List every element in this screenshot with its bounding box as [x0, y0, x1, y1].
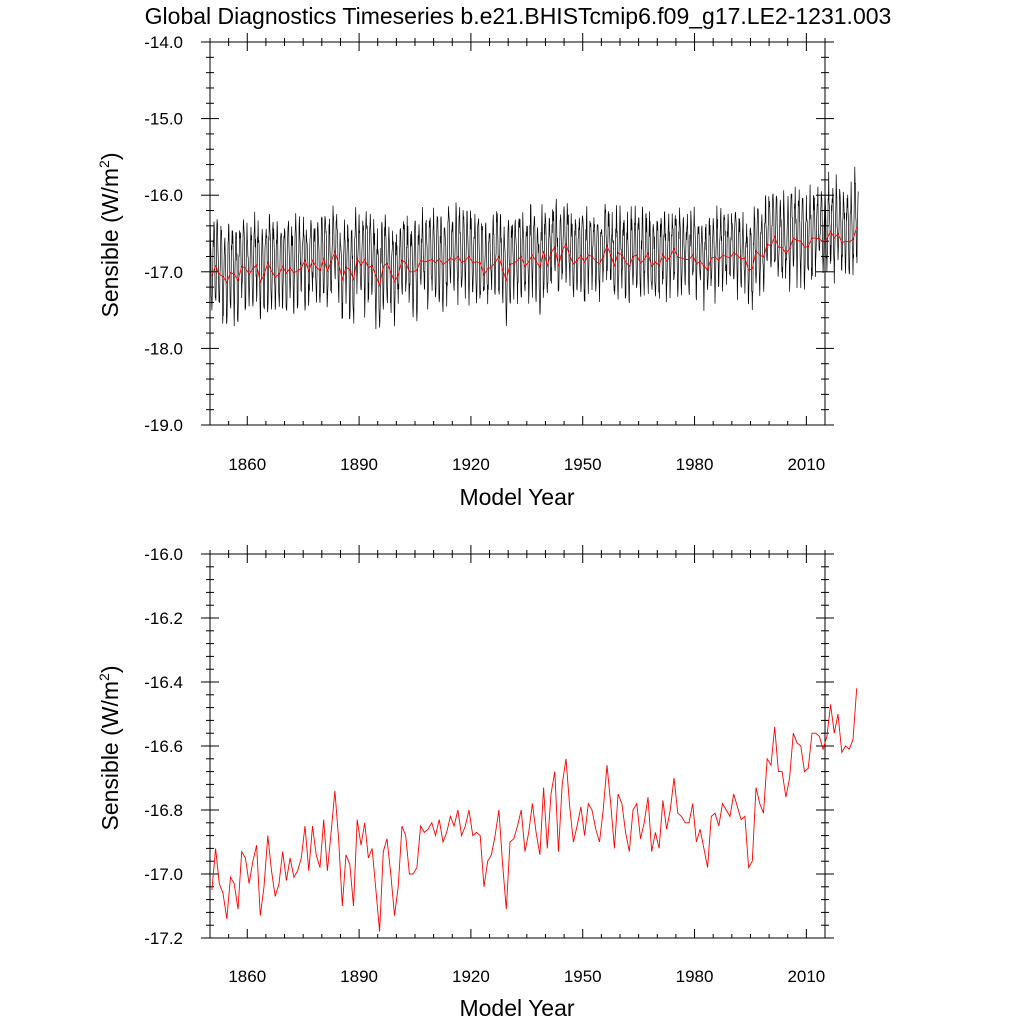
top-x-axis-label: Model Year [459, 484, 574, 510]
top-y-axis-label-sup: 2 [96, 160, 112, 168]
bottom-x-ticks: 1860 1890 1920 1950 1980 2010 [209, 545, 826, 986]
bottom-plot-frame [209, 553, 826, 939]
bottom-x-axis-label: Model Year [459, 995, 574, 1021]
x-tick-label: 1890 [340, 967, 378, 986]
x-tick-label: 1950 [564, 967, 602, 986]
x-tick-label: 1920 [452, 967, 490, 986]
bottom-y-ticks: -16.0 -16.2 -16.4 -16.6 -16.8 -17.0 -17.2 [144, 545, 834, 948]
x-tick-label: 2010 [787, 455, 825, 474]
annual-mean-series-line [211, 227, 858, 288]
x-tick-label: 1860 [228, 455, 266, 474]
y-tick-label: -16.0 [144, 545, 183, 564]
y-tick-label: -18.0 [144, 339, 183, 358]
x-tick-label: 1920 [452, 455, 490, 474]
x-tick-label: 1890 [340, 455, 378, 474]
y-tick-label: -17.0 [144, 263, 183, 282]
bottom-y-axis-label: Sensible (W/m2) [96, 665, 123, 830]
top-panel: 1860 1890 1920 1950 1980 2010 -14.0 -15.0 -16.0… [96, 33, 859, 510]
y-tick-label: -16.0 [144, 186, 183, 205]
bottom-y-axis-label-close: ) [97, 665, 123, 673]
x-tick-label: 1980 [676, 967, 714, 986]
top-y-ticks: -14.0 -15.0 -16.0 -17.0 -18.0 -19.0 [144, 33, 834, 435]
bottom-panel: 1860 1890 1920 1950 1980 2010 -16.0 -16.2 -16.4… [96, 545, 858, 1021]
x-tick-label: 1980 [676, 455, 714, 474]
chart-title: Global Diagnostics Timeseries b.e21.BHIS… [145, 3, 892, 29]
y-tick-label: -17.2 [144, 929, 183, 948]
bottom-y-axis-label-sup: 2 [96, 673, 112, 681]
x-tick-label: 1950 [564, 455, 602, 474]
top-y-axis-label-close: ) [97, 152, 123, 160]
top-y-axis-label: Sensible (W/m2) [96, 152, 123, 317]
y-tick-label: -19.0 [144, 416, 183, 435]
y-tick-label: -16.6 [144, 737, 183, 756]
top-y-axis-label-main: Sensible (W/m [97, 168, 123, 318]
y-tick-label: -16.8 [144, 801, 183, 820]
annual-mean-series-line [211, 688, 858, 932]
x-tick-label: 1860 [228, 967, 266, 986]
y-tick-label: -15.0 [144, 110, 183, 129]
bottom-y-axis-label-main: Sensible (W/m [97, 681, 123, 831]
y-tick-label: -14.0 [144, 33, 183, 52]
x-tick-label: 2010 [787, 967, 825, 986]
monthly-series-line [209, 166, 859, 330]
bottom-series [211, 688, 858, 932]
top-plot-frame [209, 41, 826, 426]
y-tick-label: -16.2 [144, 609, 183, 628]
top-x-ticks: 1860 1890 1920 1950 1980 2010 [209, 33, 826, 474]
y-tick-label: -17.0 [144, 865, 183, 884]
top-series [209, 166, 859, 330]
y-tick-label: -16.4 [144, 673, 183, 692]
